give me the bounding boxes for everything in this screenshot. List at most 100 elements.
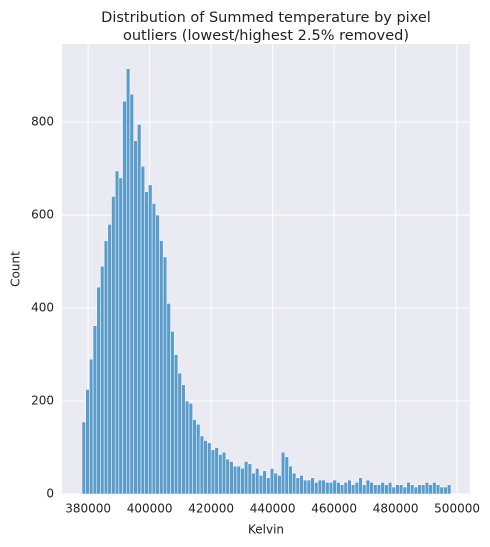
bar — [81, 421, 86, 495]
bar — [391, 486, 396, 495]
bar — [114, 170, 120, 495]
bar — [413, 486, 418, 495]
bar — [199, 435, 204, 495]
bar — [384, 484, 389, 495]
bar — [173, 354, 179, 495]
chart-title: Distribution of Summed temperature by pi… — [101, 10, 431, 26]
bar — [89, 358, 94, 495]
x-tick-label: 460000 — [311, 502, 357, 516]
bar — [85, 389, 90, 495]
bar — [92, 325, 97, 495]
x-tick-label: 500000 — [434, 502, 480, 516]
chart-title: outliers (lowest/highest 2.5% removed) — [123, 28, 409, 44]
bar — [365, 479, 371, 495]
bar — [133, 140, 138, 495]
bar — [203, 440, 208, 495]
x-tick-label: 400000 — [127, 502, 173, 516]
bar — [417, 484, 422, 495]
bar — [151, 203, 157, 495]
bar — [148, 184, 153, 495]
x-tick-label: 440000 — [250, 502, 296, 516]
bar — [221, 451, 227, 495]
bar — [258, 475, 264, 495]
bar — [332, 479, 337, 495]
bar — [166, 303, 171, 495]
bar — [118, 177, 123, 495]
bar — [376, 484, 382, 495]
bar — [295, 477, 300, 495]
bar — [277, 475, 282, 495]
bar — [406, 482, 411, 495]
bar — [229, 461, 234, 495]
bar — [317, 479, 323, 495]
bar — [218, 454, 223, 495]
bar — [159, 240, 164, 495]
bar — [340, 484, 345, 495]
bar — [214, 447, 219, 495]
x-tick-label: 480000 — [373, 502, 419, 516]
bar — [269, 468, 275, 495]
bar — [273, 472, 278, 495]
y-tick-label: 800 — [31, 115, 54, 129]
bar — [402, 486, 407, 495]
bar — [207, 442, 212, 495]
bar — [233, 465, 238, 495]
bar — [236, 465, 241, 495]
bar — [336, 482, 341, 495]
bar — [321, 479, 326, 495]
bar — [100, 265, 105, 495]
bar — [299, 475, 304, 495]
bar — [144, 191, 149, 495]
bar — [107, 224, 112, 495]
bar — [424, 482, 430, 495]
bar — [103, 240, 109, 495]
bar — [192, 419, 197, 495]
bar — [325, 482, 330, 495]
bar — [140, 166, 145, 495]
bar — [292, 472, 297, 495]
bar — [155, 214, 160, 495]
bar — [188, 403, 193, 495]
bar — [435, 484, 441, 495]
bar — [225, 458, 230, 495]
bar — [210, 449, 216, 495]
bar — [399, 484, 404, 495]
bar — [421, 484, 426, 495]
bar — [284, 456, 289, 495]
bar — [428, 484, 433, 495]
bar — [354, 482, 359, 495]
bar — [314, 482, 319, 495]
bar — [122, 100, 127, 495]
bar — [137, 124, 142, 495]
bar — [410, 484, 415, 495]
bar — [262, 470, 267, 495]
x-tick-label: 420000 — [188, 502, 234, 516]
y-axis-label: Count — [9, 251, 23, 287]
bar — [310, 477, 315, 495]
y-tick-label: 600 — [31, 208, 54, 222]
bar — [328, 482, 334, 495]
bar — [432, 482, 437, 495]
x-axis-label: Kelvin — [248, 523, 284, 537]
bar — [177, 372, 182, 495]
bar — [288, 465, 293, 495]
bar — [303, 479, 308, 495]
bar — [126, 68, 131, 495]
bar — [443, 486, 448, 495]
y-tick-label: 200 — [31, 394, 54, 408]
y-tick-label: 400 — [31, 301, 54, 315]
bar — [343, 482, 348, 495]
bar — [358, 477, 363, 495]
bar — [362, 484, 367, 495]
bar — [347, 479, 352, 495]
bar — [129, 93, 134, 495]
bar — [439, 486, 444, 495]
bar — [387, 482, 393, 495]
bar — [96, 286, 101, 495]
bar — [351, 484, 356, 495]
bar — [247, 463, 252, 495]
bar — [266, 477, 271, 495]
bar — [244, 461, 249, 495]
bar — [162, 256, 168, 495]
